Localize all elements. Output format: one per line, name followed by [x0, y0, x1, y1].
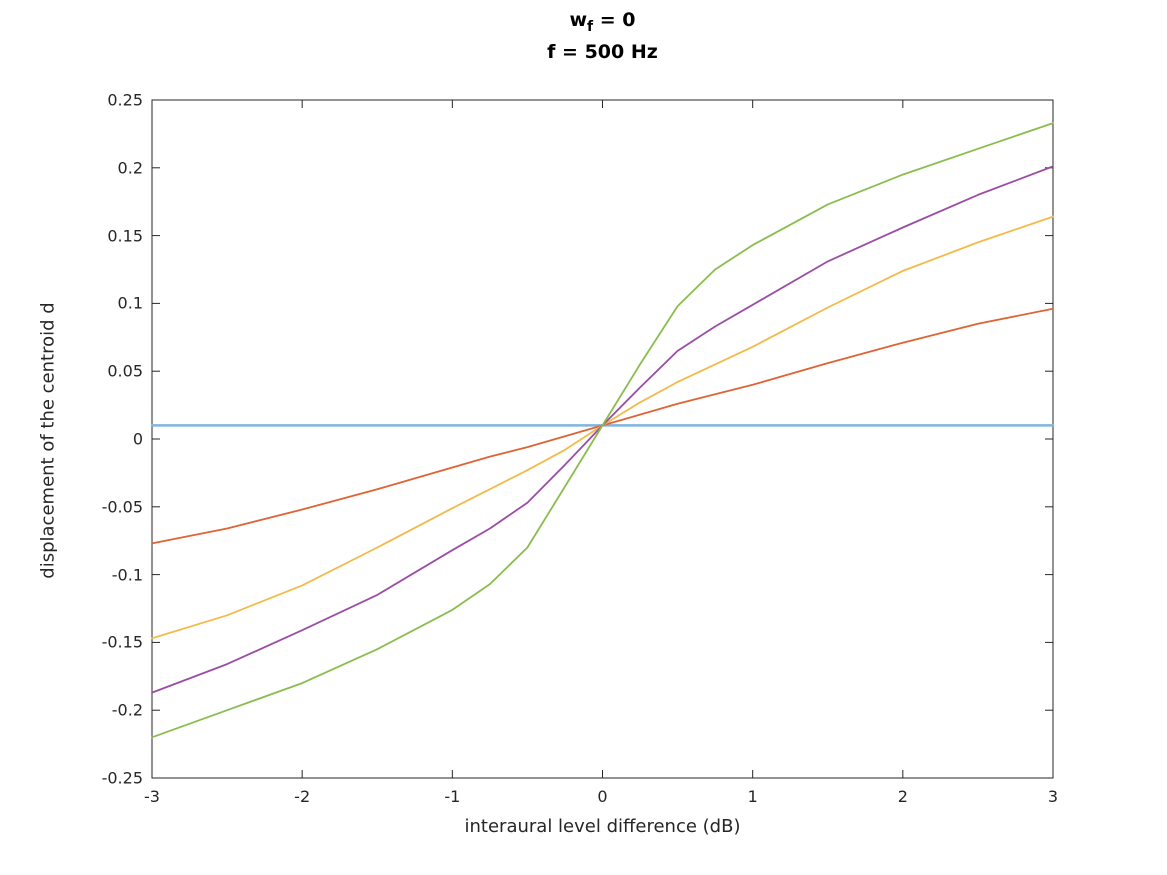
chart-title: wf = 0 f = 500 Hz — [152, 6, 1053, 68]
title-subscript: f — [587, 18, 594, 35]
series-line-4 — [151, 165, 1054, 694]
x-tick-label: 3 — [1047, 787, 1059, 806]
x-axis-label: interaural level difference (dB) — [464, 816, 741, 837]
x-tick-label: -1 — [444, 787, 461, 806]
x-tick-label: 0 — [597, 787, 608, 806]
y-tick-label: -0.25 — [101, 768, 143, 788]
y-tick-label: 0.25 — [107, 90, 143, 110]
y-tick-label: -0.1 — [111, 565, 143, 585]
y-tick-label: -0.15 — [101, 632, 143, 652]
title-equals-value: = 0 — [593, 9, 636, 31]
title-line-2: f = 500 Hz — [547, 41, 658, 64]
x-tick-label: -3 — [144, 787, 160, 806]
axes-box — [151, 99, 1054, 779]
title-line-1: wf = 0 — [152, 6, 1053, 38]
series-line-5 — [151, 122, 1054, 739]
x-tick-label: -2 — [294, 787, 311, 806]
series-line-3 — [151, 215, 1054, 640]
y-tick-label: -0.05 — [101, 497, 143, 517]
y-tick-label: 0.15 — [107, 226, 143, 246]
y-tick-label: 0.2 — [117, 158, 143, 178]
x-tick-label: 1 — [747, 787, 758, 806]
y-tick-label: 0.05 — [107, 361, 143, 381]
x-tick-label: 2 — [897, 787, 908, 806]
y-tick-label: 0.1 — [117, 293, 143, 313]
y-axis-label: displacement of the centroid d — [37, 302, 59, 579]
y-tick-label: -0.2 — [111, 700, 143, 720]
y-tick-label: 0 — [132, 429, 143, 449]
title-variable: w — [569, 9, 588, 31]
